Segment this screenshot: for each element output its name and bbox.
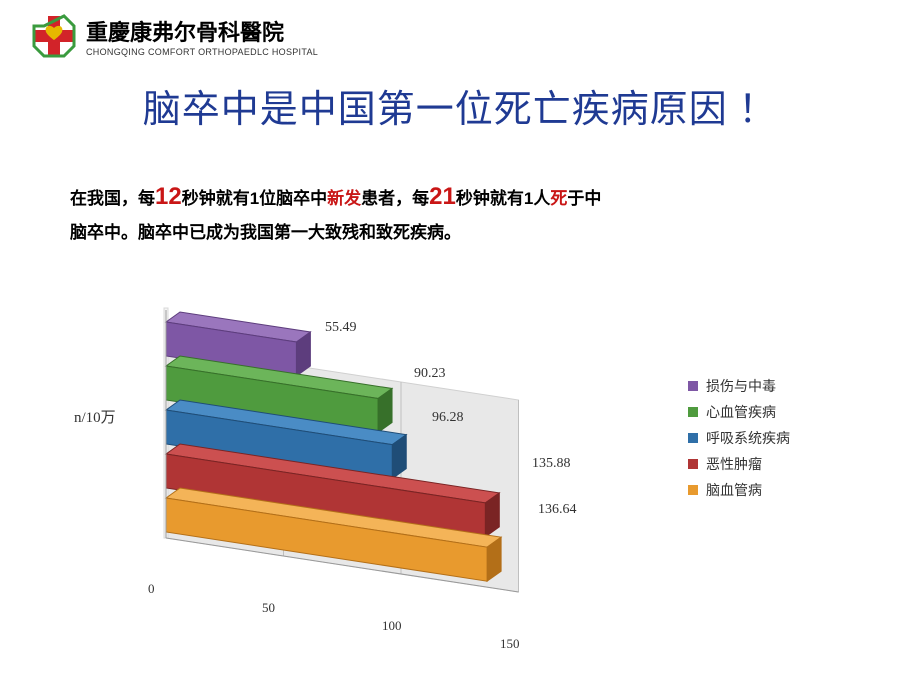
x-tick: 50 — [262, 600, 275, 616]
legend-item: 损伤与中毒 — [688, 376, 790, 396]
bar-value: 90.23 — [414, 366, 446, 382]
sub-frag: 在我国，每 — [70, 189, 155, 208]
legend-label: 心血管疾病 — [706, 402, 776, 422]
hospital-header: 重慶康弗尔骨科醫院 CHONGQING COMFORT ORTHOPAEDLC … — [0, 0, 920, 60]
y-axis-label: n/10万 — [74, 406, 116, 427]
legend-item: 心血管疾病 — [688, 402, 790, 422]
legend-swatch — [688, 485, 698, 495]
sub-num2: 21 — [429, 183, 456, 210]
sub-red1: 新发 — [327, 189, 361, 208]
legend-swatch — [688, 407, 698, 417]
legend-label: 损伤与中毒 — [706, 376, 776, 396]
sub-frag: 患者，每 — [361, 189, 429, 208]
sub-frag: 于中 — [567, 189, 601, 208]
subtitle-text: 在我国，每12秒钟就有1位脑卒中新发患者，每21秒钟就有1人死于中 脑卒中。脑卒… — [70, 175, 850, 249]
hospital-name-block: 重慶康弗尔骨科醫院 CHONGQING COMFORT ORTHOPAEDLC … — [86, 15, 318, 57]
sub-line2: 脑卒中。脑卒中已成为我国第一大致残和致死疾病。 — [70, 223, 461, 242]
bar-value: 136.64 — [538, 502, 577, 518]
sub-frag: 秒钟就有1位脑卒中 — [182, 189, 327, 208]
legend-label: 恶性肿瘤 — [706, 454, 762, 474]
x-tick: 150 — [500, 636, 520, 652]
legend-swatch — [688, 381, 698, 391]
legend-label: 呼吸系统疾病 — [706, 428, 790, 448]
chart-legend: 损伤与中毒 心血管疾病 呼吸系统疾病 恶性肿瘤 脑血管病 — [688, 376, 790, 506]
bar-value: 55.49 — [325, 320, 357, 336]
legend-label: 脑血管病 — [706, 480, 762, 500]
legend-swatch — [688, 459, 698, 469]
x-tick: 0 — [148, 581, 155, 597]
sub-num1: 12 — [155, 183, 182, 210]
hospital-name-en: CHONGQING COMFORT ORTHOPAEDLC HOSPITAL — [86, 47, 318, 57]
legend-item: 脑血管病 — [688, 480, 790, 500]
hospital-name-cn: 重慶康弗尔骨科醫院 — [86, 15, 318, 47]
chart-svg — [130, 276, 690, 646]
legend-item: 恶性肿瘤 — [688, 454, 790, 474]
sub-frag: 秒钟就有1人 — [456, 189, 550, 208]
x-tick: 100 — [382, 618, 402, 634]
bar-value: 96.28 — [432, 410, 464, 426]
legend-swatch — [688, 433, 698, 443]
bar-value: 135.88 — [532, 456, 571, 472]
page-title: 脑卒中是中国第一位死亡疾病原因 ！ — [0, 78, 920, 133]
hospital-logo — [30, 12, 78, 60]
mortality-chart: n/10万 损伤与中毒 心血管疾病 呼吸系统疾病 恶性肿瘤 脑血管病 0 50 … — [130, 276, 810, 656]
sub-red2: 死 — [550, 189, 567, 208]
legend-item: 呼吸系统疾病 — [688, 428, 790, 448]
